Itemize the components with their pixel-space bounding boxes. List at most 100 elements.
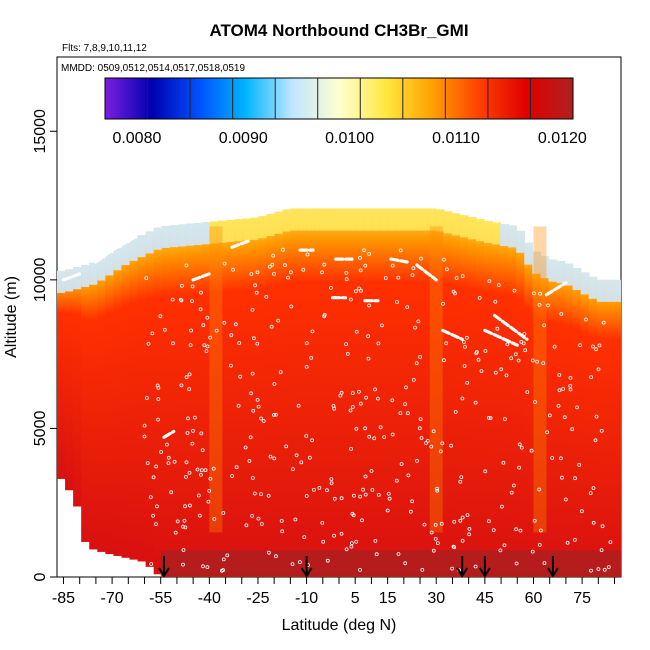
sample-point	[164, 442, 169, 447]
sample-point	[310, 438, 315, 443]
sample-point	[324, 488, 329, 493]
flight-track-segment	[441, 328, 464, 341]
field-cap	[435, 209, 445, 232]
x-tick-label: -25	[246, 590, 269, 607]
sample-point	[591, 486, 596, 491]
sample-point	[290, 467, 295, 472]
sample-point	[221, 568, 226, 572]
field-cap	[258, 216, 268, 239]
sample-point	[498, 548, 503, 553]
sample-point	[452, 545, 457, 550]
sample-point	[304, 364, 309, 369]
sample-point	[596, 567, 601, 571]
field-cap	[395, 208, 405, 231]
sample-point	[339, 531, 344, 536]
field-cap	[564, 263, 574, 286]
sample-point	[332, 406, 337, 411]
field-cap	[500, 223, 509, 246]
sample-point	[221, 511, 226, 515]
sample-point	[363, 492, 368, 497]
field-column	[73, 267, 82, 507]
sample-point	[399, 462, 404, 466]
sample-point	[502, 417, 507, 421]
field-column	[508, 225, 517, 577]
sample-point	[208, 476, 213, 481]
field-column	[492, 222, 501, 577]
sample-point	[517, 442, 522, 447]
sample-point	[271, 253, 276, 258]
x-tick-label: 15	[379, 590, 397, 607]
sample-point	[483, 469, 488, 474]
field-column	[548, 259, 558, 577]
sample-point	[431, 429, 436, 434]
sonde-marker	[158, 556, 170, 578]
field-cap	[218, 220, 227, 243]
sample-point	[460, 515, 465, 520]
sample-point	[146, 341, 151, 346]
field-cap	[137, 235, 147, 258]
sample-point	[251, 408, 256, 413]
sample-point	[339, 496, 344, 501]
sample-point	[151, 513, 156, 518]
field-column	[524, 242, 533, 577]
field-column	[282, 209, 292, 577]
sonde-marker	[547, 556, 559, 578]
sample-point	[234, 465, 239, 470]
sample-point	[296, 403, 301, 408]
field-cap	[185, 223, 195, 246]
sample-point	[559, 311, 564, 316]
sample-point	[450, 566, 455, 571]
field-column	[564, 263, 574, 577]
x-tick-label: 75	[573, 590, 591, 607]
sample-point	[514, 561, 519, 566]
sample-point	[288, 270, 293, 275]
field-column	[484, 221, 493, 577]
sample-point	[154, 522, 158, 526]
sample-point	[542, 561, 547, 565]
sample-point	[562, 415, 567, 420]
sample-point	[344, 277, 349, 282]
field-cap	[540, 256, 550, 279]
sample-point	[382, 435, 387, 440]
sample-point	[279, 519, 284, 523]
field-column	[65, 269, 74, 491]
sample-point	[441, 301, 445, 306]
sample-point	[322, 262, 327, 267]
sample-point	[435, 486, 440, 491]
sample-point	[186, 416, 190, 421]
sample-point	[305, 252, 310, 257]
field-column	[379, 208, 388, 577]
field-cap	[129, 238, 139, 261]
sample-point	[460, 396, 465, 401]
sample-point	[375, 396, 380, 401]
sample-point	[151, 475, 156, 480]
sample-point	[272, 413, 276, 417]
sample-point	[390, 432, 395, 437]
sample-point	[181, 562, 185, 567]
sample-point	[166, 461, 171, 466]
flight-track-segment	[162, 429, 176, 439]
field-column	[411, 208, 421, 577]
sample-point	[600, 524, 605, 529]
sample-point	[496, 283, 501, 287]
sample-point	[390, 398, 395, 403]
sample-point	[493, 299, 498, 304]
sample-point	[142, 434, 147, 439]
sample-point	[464, 335, 469, 340]
sample-point	[249, 391, 254, 396]
flight-track-segment	[415, 263, 438, 282]
sample-point	[329, 477, 334, 482]
sample-point	[433, 523, 438, 527]
sample-point	[307, 455, 312, 460]
sample-point	[419, 436, 424, 440]
sample-point	[525, 390, 530, 395]
sample-point	[522, 332, 527, 336]
field-cap	[451, 213, 461, 236]
sample-point	[171, 341, 175, 346]
sample-point	[442, 257, 446, 262]
field-cap	[443, 211, 453, 234]
sample-point	[521, 341, 526, 346]
sample-point	[546, 303, 550, 308]
sample-point	[462, 344, 467, 349]
